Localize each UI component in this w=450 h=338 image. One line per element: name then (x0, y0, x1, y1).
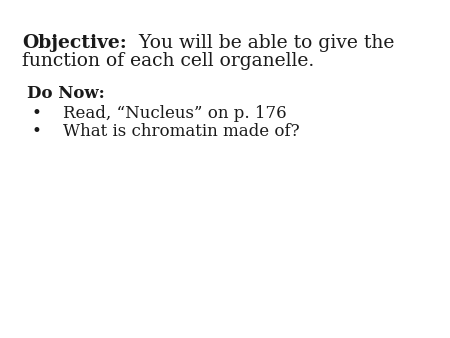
Text: •: • (32, 123, 41, 140)
Text: function of each cell organelle.: function of each cell organelle. (22, 52, 315, 70)
Text: What is chromatin made of?: What is chromatin made of? (63, 123, 300, 140)
Text: Objective:: Objective: (22, 34, 127, 52)
Text: •: • (32, 105, 41, 122)
Text: Do Now:: Do Now: (27, 85, 105, 102)
Text: Read, “Nucleus” on p. 176: Read, “Nucleus” on p. 176 (63, 105, 287, 122)
Text: You will be able to give the: You will be able to give the (127, 34, 395, 52)
